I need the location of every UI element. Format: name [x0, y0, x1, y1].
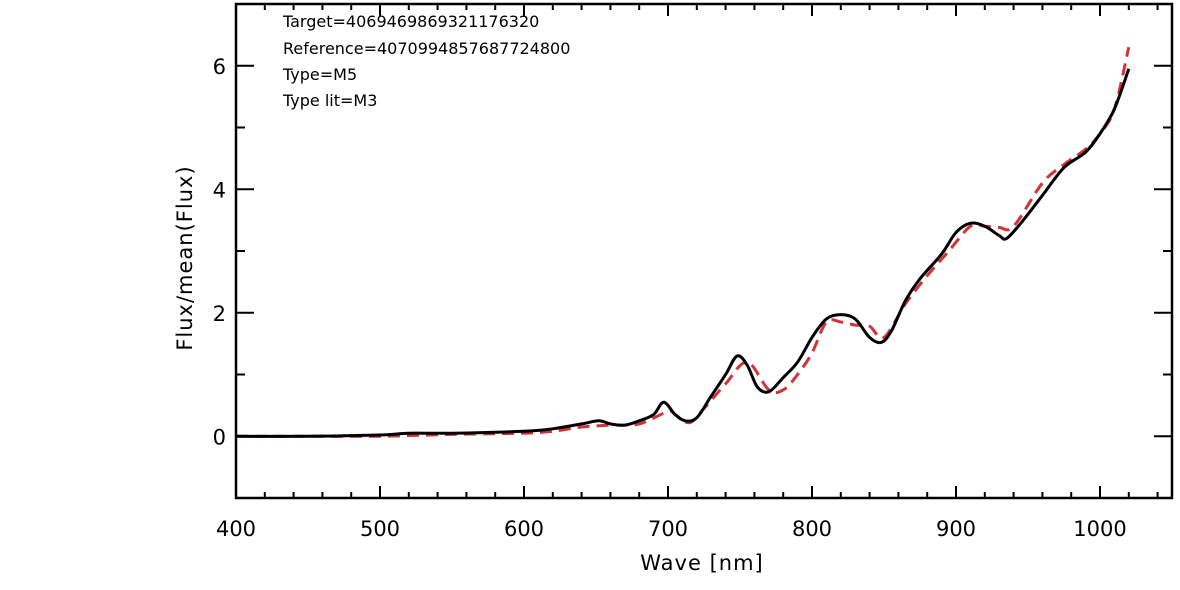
x-tick-label: 1000 [1073, 517, 1126, 541]
x-tick-label: 500 [360, 517, 400, 541]
annotation-target: Target=4069469869321176320 [282, 12, 539, 31]
y-tick-label: 2 [213, 302, 226, 326]
annotation-type-lit: Type lit=M3 [282, 91, 377, 110]
x-tick-label: 700 [648, 517, 688, 541]
target-spectrum-line [235, 68, 1131, 438]
tick-labels: 400 500 600 700 800 900 1000 0 2 4 6 [213, 55, 1127, 541]
plot-frame [234, 2, 1174, 500]
x-tick-label: 800 [792, 517, 832, 541]
series-layer [235, 46, 1131, 438]
x-axis-title: Wave [nm] [640, 551, 763, 575]
y-tick-label: 4 [213, 178, 226, 202]
annotation-reference: Reference=4070994857687724800 [283, 39, 570, 58]
y-axis-title: Flux/mean(Flux) [173, 165, 197, 350]
x-tick-label: 400 [216, 517, 256, 541]
y-tick-label: 6 [213, 55, 226, 79]
y-tick-label: 0 [213, 425, 226, 449]
x-tick-label: 900 [936, 517, 976, 541]
annotation-type: Type=M5 [282, 65, 357, 84]
x-tick-label: 600 [504, 517, 544, 541]
axis-ticks [235, 3, 1172, 499]
